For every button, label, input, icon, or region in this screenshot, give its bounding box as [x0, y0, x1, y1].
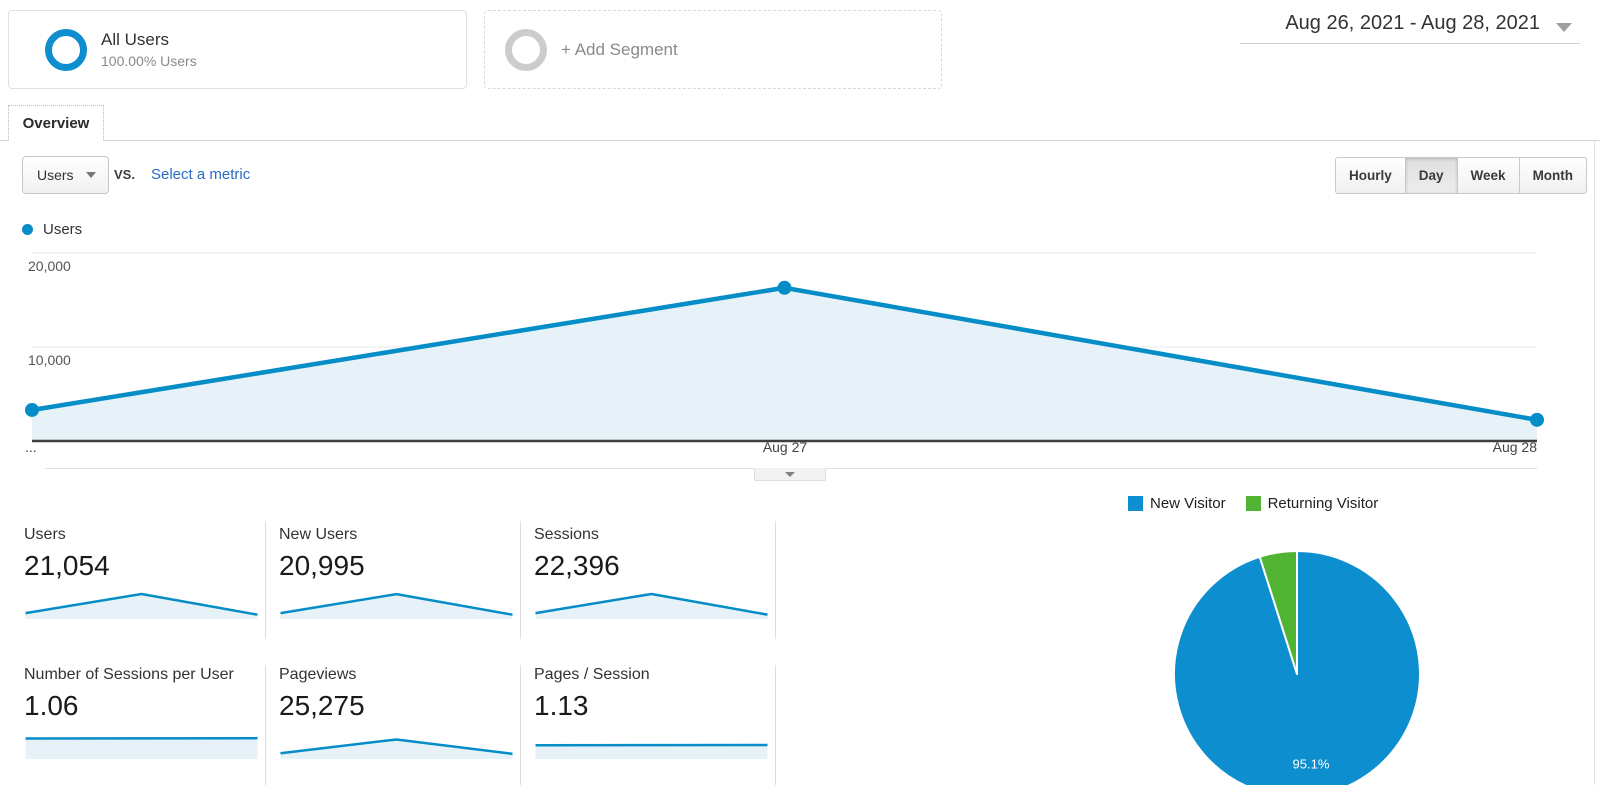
sparkline	[25, 736, 258, 759]
card-divider	[775, 665, 776, 785]
y-axis-tick: 20,000	[28, 258, 71, 274]
x-axis-tick: Aug 28	[1492, 439, 1537, 455]
card-divider	[265, 665, 266, 785]
metric-card-sessions: Sessions 22,396	[534, 526, 769, 619]
segment-ring-icon	[45, 28, 87, 71]
metric-card-pageviews: Pageviews 25,275	[279, 666, 514, 759]
card-divider	[775, 521, 776, 639]
series-dot-icon	[22, 224, 33, 235]
sparkline	[280, 592, 513, 619]
select-a-metric-link[interactable]: Select a metric	[151, 166, 251, 183]
metric-card-sessions-per-user: Number of Sessions per User 1.06	[24, 666, 259, 759]
legend-swatch-icon	[1245, 496, 1261, 511]
segment-title: All Users	[101, 30, 170, 49]
tab-overview[interactable]: Overview	[8, 105, 104, 141]
visitor-type-pie-chart	[1173, 550, 1421, 785]
metric-label: Users	[24, 526, 66, 543]
metric-label: Number of Sessions per User	[24, 666, 234, 683]
tab-overview-label: Overview	[22, 115, 90, 132]
pie-data-label: 95.1%	[1292, 756, 1330, 772]
metric-card-users: Users 21,054	[24, 526, 259, 619]
segment-subtitle: 100.00% Users	[101, 53, 197, 69]
chevron-down-icon	[85, 172, 96, 178]
chart-expander-tab[interactable]	[754, 468, 826, 481]
chart-legend-label: Users	[43, 221, 83, 238]
granularity-month-button[interactable]: Month	[1518, 157, 1588, 194]
metric-card-new-users: New Users 20,995	[279, 526, 514, 619]
add-segment-label: + Add Segment	[561, 39, 678, 59]
pie-legend-item-returning-visitor: Returning Visitor	[1245, 495, 1379, 512]
legend-swatch-icon	[1128, 496, 1143, 511]
sparkline	[280, 738, 513, 759]
card-divider	[265, 521, 266, 639]
users-over-time-chart	[25, 252, 1544, 443]
pie-legend-label: Returning Visitor	[1267, 495, 1379, 512]
add-segment-button[interactable]: + Add Segment	[484, 10, 942, 89]
sparkline	[25, 592, 258, 619]
metric-selector-dropdown[interactable]: Users	[22, 156, 109, 194]
pie-legend-label: New Visitor	[1150, 495, 1226, 512]
metric-card-pages-per-session: Pages / Session 1.13	[534, 666, 769, 759]
chevron-down-icon	[785, 471, 795, 477]
sparkline	[535, 743, 768, 759]
metric-value: 20,995	[279, 550, 365, 581]
metric-value: 25,275	[279, 690, 365, 721]
metric-value: 21,054	[24, 550, 110, 581]
pie-legend: New Visitor Returning Visitor	[1128, 495, 1378, 512]
segment-card-all-users[interactable]: All Users 100.00% Users	[8, 10, 467, 89]
date-range-selector[interactable]: Aug 26, 2021 - Aug 28, 2021	[1240, 6, 1580, 44]
metric-selector-label: Users	[37, 167, 74, 183]
card-divider	[520, 521, 521, 639]
chevron-down-icon	[1556, 23, 1572, 32]
metric-label: Pages / Session	[534, 666, 650, 683]
granularity-day-button[interactable]: Day	[1404, 157, 1458, 194]
vs-label: VS.	[114, 167, 135, 182]
card-divider	[520, 665, 521, 785]
x-axis-tick: ...	[25, 439, 37, 455]
granularity-hourly-button[interactable]: Hourly	[1335, 157, 1406, 194]
tab-bar-divider	[0, 140, 1600, 141]
y-axis-tick: 10,000	[28, 352, 71, 368]
metric-label: Pageviews	[279, 666, 357, 683]
granularity-week-button[interactable]: Week	[1456, 157, 1520, 194]
metric-value: 22,396	[534, 550, 620, 581]
segment-ring-empty-icon	[505, 28, 547, 71]
date-range-text: Aug 26, 2021 - Aug 28, 2021	[1285, 12, 1540, 34]
x-axis-tick: Aug 27	[762, 439, 808, 455]
metric-value: 1.06	[24, 690, 79, 721]
metric-value: 1.13	[534, 690, 589, 721]
granularity-button-group: Hourly Day Week Month	[1335, 157, 1588, 194]
sparkline	[535, 592, 768, 619]
chart-legend: Users	[22, 221, 82, 238]
metric-label: Sessions	[534, 526, 599, 543]
metric-label: New Users	[279, 526, 358, 543]
content-right-border	[1594, 141, 1595, 785]
pie-legend-item-new-visitor: New Visitor	[1128, 495, 1226, 512]
